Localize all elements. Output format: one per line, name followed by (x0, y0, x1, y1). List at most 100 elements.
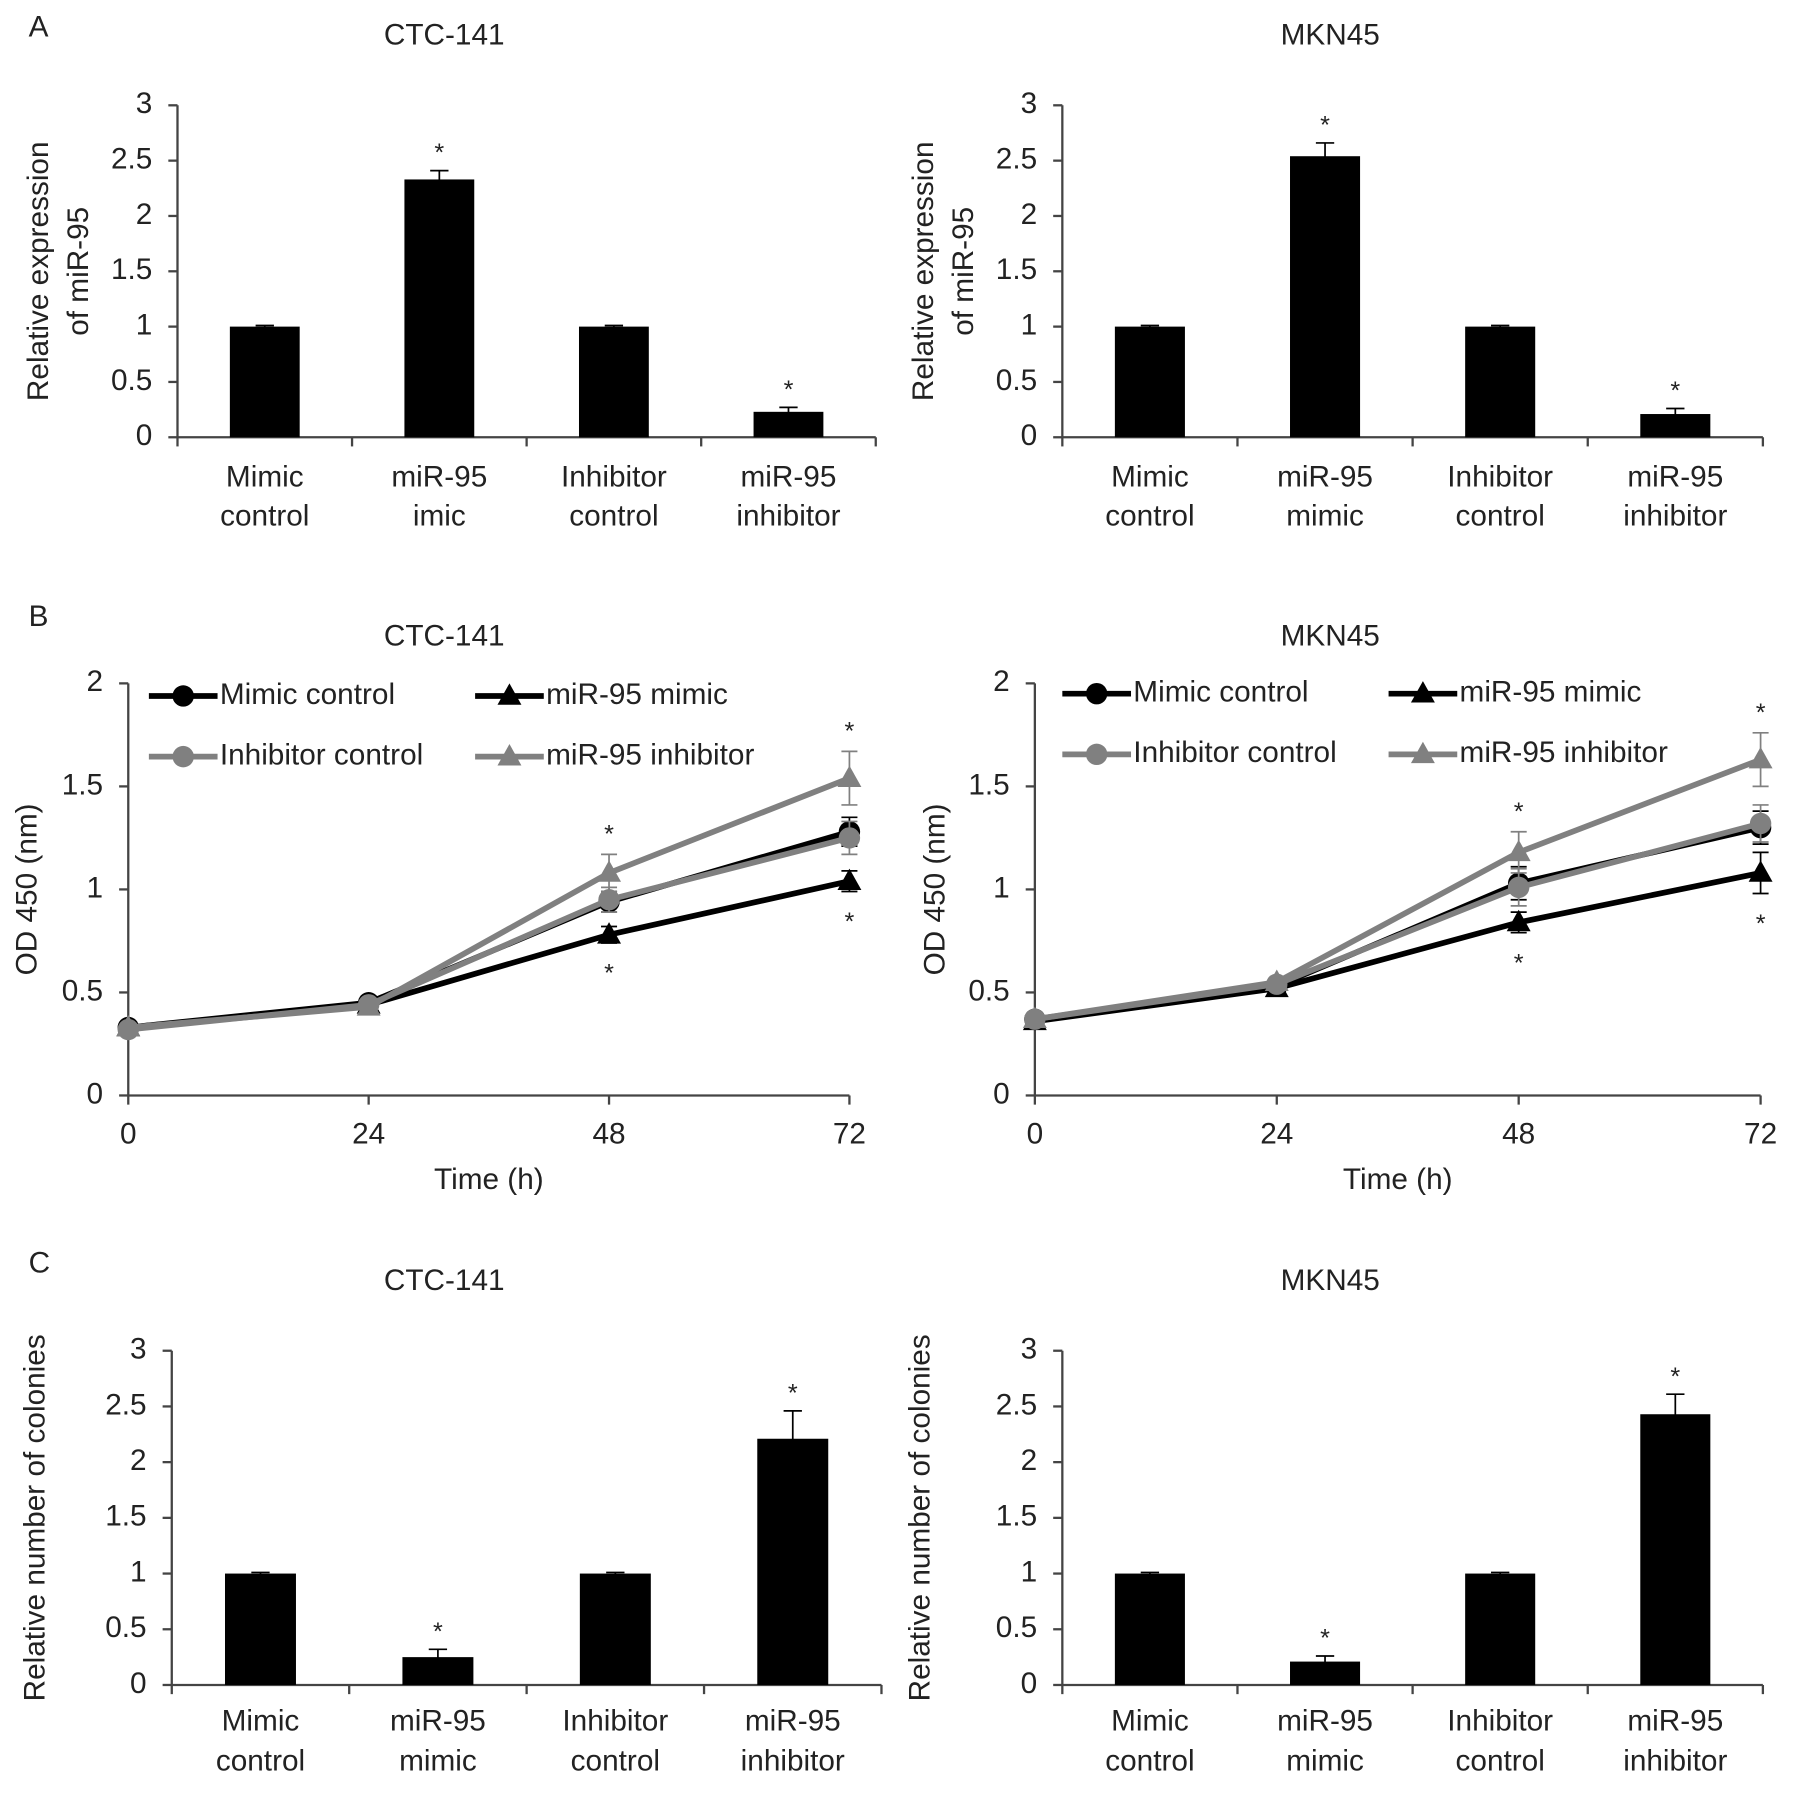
y-tick-label: 1.5 (111, 253, 152, 286)
x-tick-label: 24 (352, 1117, 385, 1150)
x-tick-label: miR-95 (741, 460, 837, 493)
marker (1410, 741, 1435, 764)
y-tick-label: 0 (1021, 1667, 1038, 1700)
y-tick-label: 2 (1021, 1444, 1038, 1477)
series-line (127, 828, 851, 1031)
marker (172, 745, 194, 768)
marker (497, 744, 522, 766)
marker (1748, 747, 1773, 769)
series-line (127, 835, 851, 1033)
marker (497, 683, 522, 705)
legend-label: Inhibitor control (220, 738, 423, 771)
annotation: * (433, 1618, 443, 1646)
bar (1290, 1661, 1361, 1685)
error-bar (1315, 1655, 1335, 1669)
x-tick-label: inhibitor (736, 499, 840, 532)
legend-label: miR-95 mimic (1460, 676, 1642, 709)
bar (224, 1573, 296, 1685)
error-bar (1491, 324, 1510, 329)
chart-title: CTC-141 (384, 619, 505, 652)
legend-label: Mimic control (1133, 676, 1308, 709)
y-axis-label: Relative number of colonies (903, 1334, 936, 1701)
y-tick-label: 2 (1021, 198, 1038, 231)
series-line (1034, 870, 1762, 1025)
series-line (1034, 824, 1762, 1023)
x-tick-label: 0 (1027, 1117, 1044, 1150)
marker (1410, 681, 1435, 703)
series-line (1034, 820, 1762, 1023)
annotation: * (784, 376, 794, 404)
x-tick-label: Mimic (1111, 460, 1189, 493)
marker (598, 889, 620, 911)
y-tick-label: 3 (136, 87, 153, 120)
y-tick-label: 3 (1021, 87, 1038, 120)
panel-label: B (29, 600, 49, 633)
y-tick-label: 0 (87, 1077, 104, 1110)
x-tick-label: 48 (1502, 1117, 1535, 1150)
annotation: * (845, 908, 855, 936)
x-axis-label: Time (h) (434, 1163, 544, 1196)
legend-label: miR-95 inhibitor (546, 738, 754, 771)
x-tick-label: 48 (592, 1117, 625, 1150)
y-axis-label: Relative expression (22, 141, 55, 401)
x-tick-label: inhibitor (741, 1745, 845, 1778)
x-tick-label: Mimic (226, 460, 304, 493)
y-tick-label: 0 (993, 1077, 1010, 1110)
x-axis-label: Time (h) (1343, 1163, 1453, 1196)
annotation: * (434, 139, 444, 167)
y-tick-label: 1.5 (996, 1500, 1037, 1533)
annotation: * (1670, 1363, 1680, 1391)
x-tick-label: 72 (1744, 1117, 1777, 1150)
chart-title: CTC-141 (384, 1264, 505, 1297)
bar (579, 1573, 651, 1685)
panel-label: C (29, 1247, 51, 1280)
bar (1114, 1573, 1185, 1685)
bar (757, 1438, 829, 1685)
error-bar (1666, 1393, 1685, 1436)
x-tick-label: miR-95 (1277, 1705, 1373, 1738)
x-tick-label: miR-95 (745, 1705, 841, 1738)
x-tick-label: control (1456, 499, 1545, 532)
chart-title: CTC-141 (384, 18, 505, 51)
y-tick-label: 1.5 (105, 1500, 146, 1533)
y-tick-label: 2 (993, 665, 1010, 698)
y-tick-label: 0.5 (996, 364, 1037, 397)
error-bar (251, 1571, 270, 1576)
x-tick-label: Mimic (1111, 1705, 1189, 1738)
y-axis-label: of miR-95 (947, 207, 980, 336)
bar (1114, 326, 1185, 438)
marker (1507, 876, 1530, 899)
x-tick-label: inhibitor (1623, 1745, 1727, 1778)
annotation: * (788, 1380, 798, 1408)
marker (597, 860, 622, 882)
error-bar (1140, 324, 1160, 329)
series-line (128, 775, 851, 1031)
annotation: * (1514, 798, 1524, 826)
x-tick-label: 72 (833, 1117, 866, 1150)
y-tick-label: 0.5 (105, 1611, 146, 1644)
marker (1022, 1006, 1047, 1029)
x-tick-label: mimic (1286, 499, 1364, 532)
y-axis-label: OD 450 (nm) (918, 803, 951, 975)
y-axis-label: Relative number of colonies (19, 1334, 52, 1701)
y-tick-label: 0 (136, 419, 153, 452)
error-bar (1315, 142, 1335, 171)
error-bar (428, 1648, 448, 1666)
marker (838, 827, 861, 849)
y-tick-label: 0 (130, 1667, 147, 1700)
x-tick-label: Mimic (222, 1705, 300, 1738)
x-tick-label: Inhibitor (562, 1705, 668, 1738)
x-tick-label: mimic (1286, 1745, 1364, 1778)
bar (1640, 414, 1711, 438)
bar (1465, 326, 1536, 438)
error-bar (783, 1410, 802, 1468)
y-tick-label: 3 (1021, 1333, 1038, 1366)
x-tick-label: control (220, 499, 309, 532)
marker (1085, 682, 1108, 705)
y-tick-label: 1.5 (62, 768, 103, 801)
y-tick-label: 2 (136, 198, 153, 231)
y-tick-label: 1 (130, 1555, 147, 1588)
x-tick-label: control (1456, 1745, 1545, 1778)
bar (1290, 156, 1361, 438)
annotation: * (1514, 949, 1524, 977)
